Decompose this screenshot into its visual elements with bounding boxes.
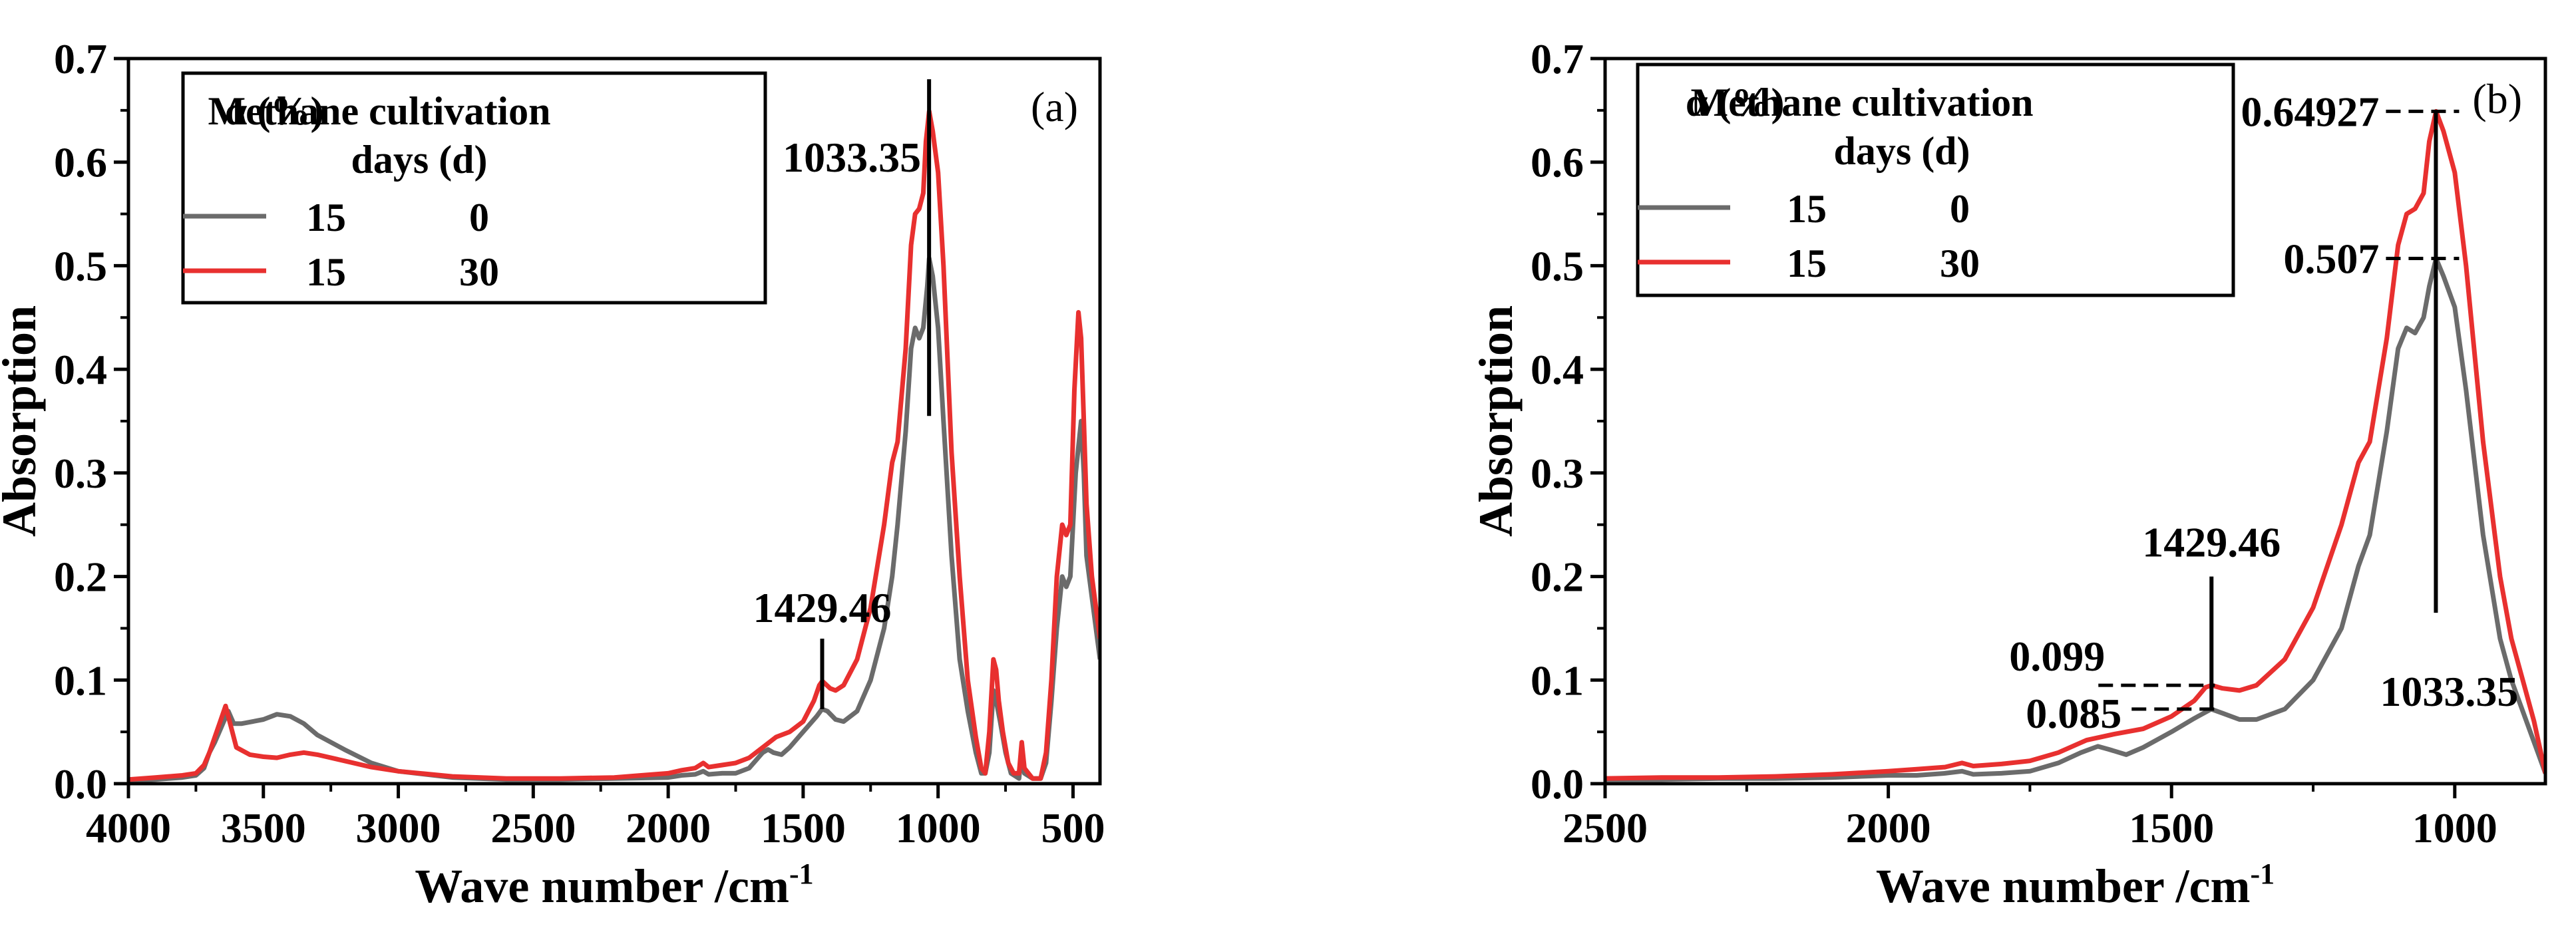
legend-entry-alpha: 15 — [1787, 241, 1827, 285]
legend-entry-days: 0 — [1950, 187, 1970, 231]
y-tick-label: 0.0 — [54, 760, 107, 808]
legend-entry-days: 30 — [1940, 241, 1980, 285]
legend-header-days-unit: days (d) — [351, 138, 487, 182]
y-tick-label: 0.1 — [1531, 657, 1584, 704]
y-axis-label: Absorption — [0, 305, 46, 537]
x-tick-label: 4000 — [86, 804, 171, 852]
x-axis-label: Wave number /cm-1 — [415, 858, 813, 913]
y-tick-label: 0.5 — [1531, 242, 1584, 289]
legend-header-days: Methane cultivation — [1691, 80, 2034, 124]
y-tick-label: 0.7 — [54, 35, 107, 82]
peak-label: 1033.35 — [783, 134, 921, 181]
peak-label: 1033.35 — [2380, 668, 2518, 715]
peak-label: 1429.46 — [753, 584, 891, 631]
y-tick-label: 0.6 — [54, 139, 107, 186]
y-axis-label: Absorption — [1469, 305, 1523, 537]
legend-box — [181, 71, 767, 305]
y-tick-label: 0.1 — [54, 657, 107, 704]
value-label: 0.099 — [2009, 633, 2105, 680]
x-tick-label: 1500 — [761, 804, 846, 852]
legend-entry-alpha: 15 — [1787, 187, 1827, 231]
series-line-day-0 — [1605, 256, 2545, 782]
y-tick-label: 0.7 — [1531, 35, 1584, 82]
x-tick-label: 1000 — [2412, 804, 2497, 852]
y-tick-label: 0.3 — [54, 450, 107, 497]
legend-entry-days: 30 — [459, 250, 499, 294]
value-label: 0.64927 — [2241, 88, 2379, 135]
x-tick-label: 3500 — [221, 804, 306, 852]
legend-entry-alpha: 15 — [306, 196, 346, 239]
peak-label: 1429.46 — [2142, 519, 2281, 566]
x-tick-label: 3000 — [356, 804, 441, 852]
panel-label: (b) — [2472, 75, 2522, 122]
y-tick-label: 0.5 — [54, 242, 107, 289]
series-line-day-30 — [128, 108, 1100, 782]
x-tick-label: 1000 — [896, 804, 981, 852]
legend-entry-alpha: 15 — [306, 250, 346, 294]
y-tick-label: 0.0 — [1531, 760, 1584, 808]
legend-header-alpha: α (%) — [1686, 80, 1784, 124]
x-tick-label: 2000 — [1846, 804, 1931, 852]
y-tick-label: 0.2 — [54, 553, 107, 601]
x-axis-label: Wave number /cm-1 — [1876, 858, 2275, 913]
legend-entry-days: 0 — [469, 196, 489, 239]
x-tick-label: 2500 — [1563, 804, 1648, 852]
legend-box — [1636, 63, 2235, 297]
legend-header-days-unit: days (d) — [1833, 129, 1970, 173]
series-line-day-30 — [1605, 108, 2545, 781]
x-tick-label: 2000 — [626, 804, 711, 852]
legend-header-alpha: α (%) — [225, 89, 323, 133]
panel-a: 0.0 0.1 0.2 0.3 0.4 0.5 0.6 0.7 4000 3500 3000 2500… — [0, 35, 1105, 913]
legend-header-days: Methane cultivation — [208, 89, 551, 133]
value-label: 0.507 — [2283, 236, 2379, 283]
y-tick-label: 0.3 — [1531, 450, 1584, 497]
panel-b: 0.0 0.1 0.2 0.3 0.4 0.5 0.6 0.7 2500 2000 1500 1000… — [1469, 35, 2547, 913]
y-tick-label: 0.4 — [54, 346, 107, 393]
value-label: 0.085 — [2026, 690, 2121, 737]
x-tick-label: 1500 — [2129, 804, 2214, 852]
panel-label: (a) — [1031, 83, 1078, 130]
y-tick-label: 0.4 — [1531, 346, 1584, 393]
y-tick-label: 0.2 — [1531, 553, 1584, 601]
x-tick-label: 500 — [1041, 804, 1105, 852]
y-tick-label: 0.6 — [1531, 139, 1584, 186]
x-tick-label: 2500 — [490, 804, 576, 852]
